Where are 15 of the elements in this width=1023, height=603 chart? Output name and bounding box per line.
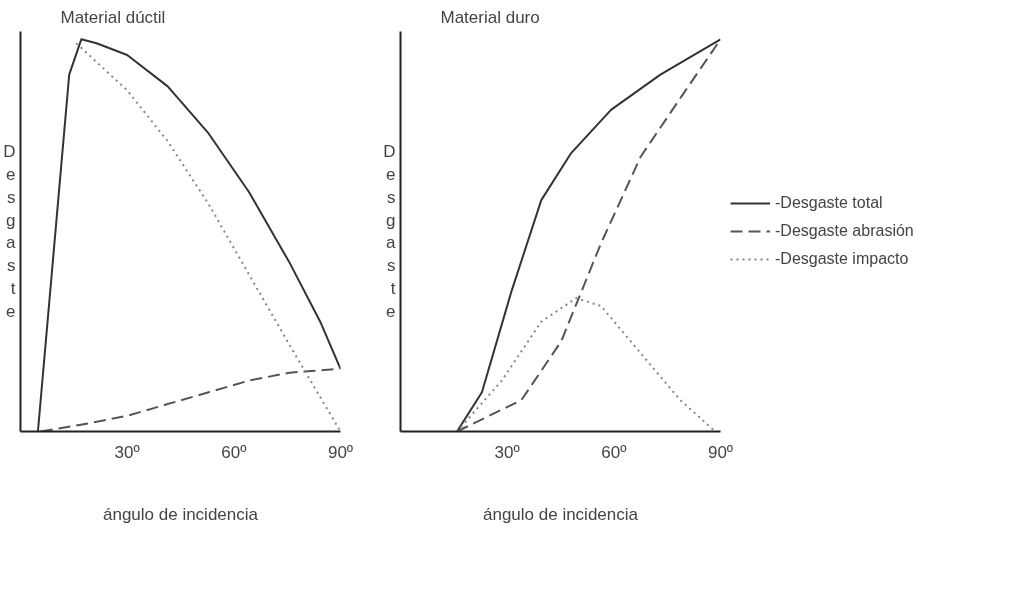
legend-label: -Desgaste total	[775, 194, 883, 212]
chart-title: Material dúctil	[60, 7, 166, 27]
legend-label: -Desgaste abrasión	[775, 222, 914, 240]
x-tick-label: 90º	[327, 442, 354, 462]
y-axis-title: Desgaste	[383, 142, 397, 321]
y-axis-title: Desgaste	[3, 142, 17, 321]
chart-title: Material duro	[440, 7, 540, 27]
x-tick-label: 60º	[601, 442, 627, 462]
legend-label: -Desgaste impacto	[775, 250, 909, 268]
x-axis-title: ángulo de incidencia	[103, 504, 259, 524]
x-tick-label: 30º	[494, 442, 520, 462]
x-axis-title: ángulo de incidencia	[483, 504, 639, 524]
x-tick-label: 30º	[114, 442, 140, 462]
x-tick-label: 90º	[707, 442, 734, 462]
x-tick-label: 60º	[221, 442, 247, 462]
